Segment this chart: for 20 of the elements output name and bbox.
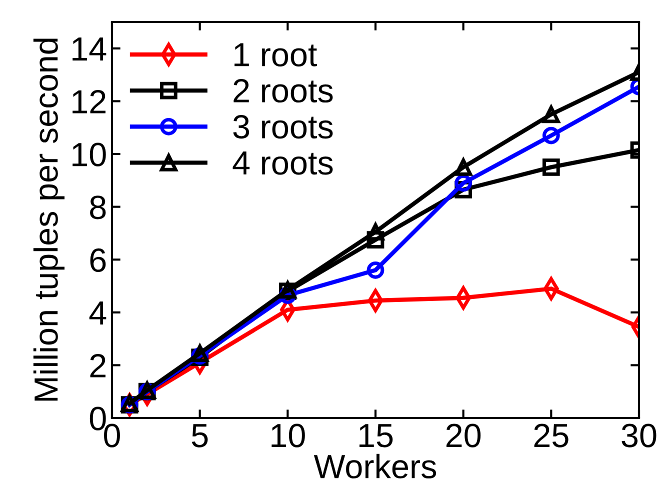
y-tick-label: 2 [90, 354, 106, 378]
x-tick-label: 10 [272, 424, 305, 448]
y-tick-label: 4 [89, 302, 106, 324]
y-tick-label: 12 [72, 90, 106, 114]
x-tick-label: 30 [622, 424, 656, 448]
x-tick-label: 25 [534, 424, 568, 448]
legend-label: 1 root [234, 43, 317, 66]
y-tick-label: 8 [90, 196, 106, 220]
y-axis-title: Million tuples per second [33, 38, 65, 401]
legend-label: 2 roots [234, 78, 333, 103]
x-axis-title: Workers [314, 454, 436, 478]
y-tick-label: 14 [72, 38, 106, 60]
x-tick-label: 5 [192, 424, 208, 448]
x-tick-label: 15 [360, 424, 393, 448]
legend-label: 4 roots [232, 151, 333, 175]
y-tick-label: 10 [72, 142, 106, 166]
y-tick-label: 0 [90, 406, 106, 430]
legend-label: 3 roots [233, 115, 333, 139]
y-tick-label: 6 [90, 248, 106, 272]
x-tick-label: 20 [446, 424, 481, 448]
